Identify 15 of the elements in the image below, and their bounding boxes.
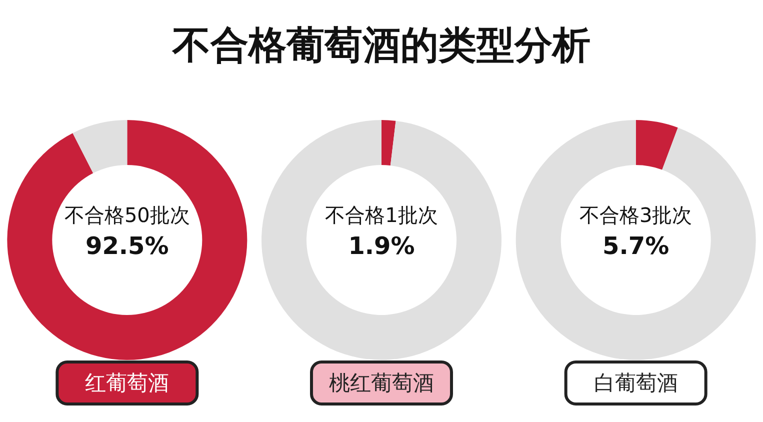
donut-slice <box>262 120 502 360</box>
donut-slice <box>72 120 128 174</box>
donut-slice <box>636 120 678 170</box>
text: 5.7% <box>602 232 670 260</box>
text: 桃红葡萄酒 <box>329 371 434 395</box>
donut-slice <box>382 120 396 166</box>
text: 红葡萄酒 <box>85 371 170 395</box>
text: 92.5% <box>86 232 169 260</box>
text: 1.9% <box>348 232 415 260</box>
donut-slice <box>516 120 756 360</box>
text: 不合格3批次 <box>579 203 692 227</box>
text: 不合格50批次 <box>64 203 190 227</box>
text: 不合格葡萄酒的类型分析 <box>172 23 590 67</box>
text: 白葡萄酒 <box>594 371 678 395</box>
text: 不合格1批次 <box>325 203 438 227</box>
